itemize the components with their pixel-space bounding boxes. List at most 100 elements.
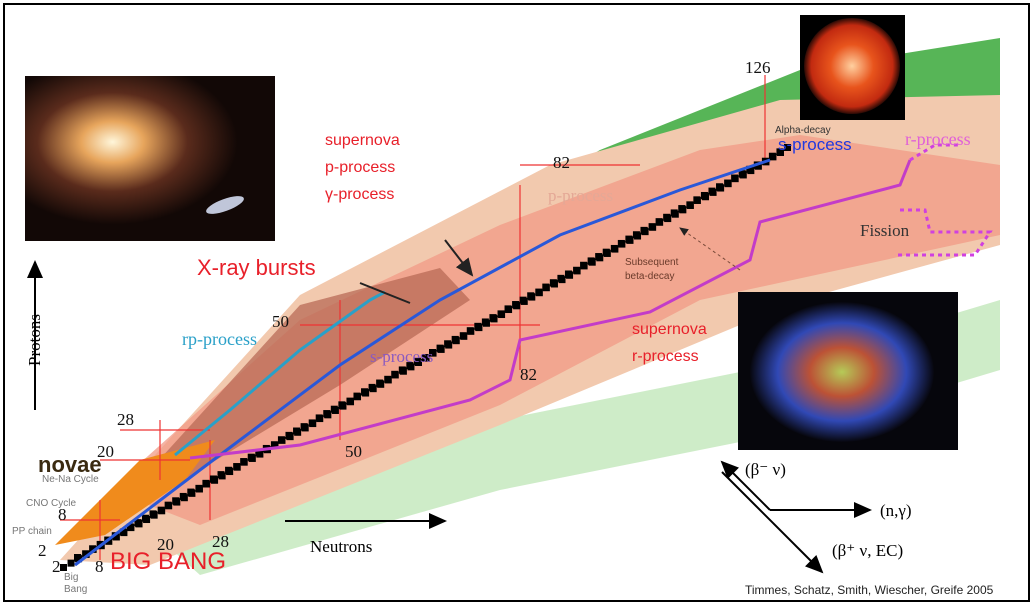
nucleus-square <box>505 306 512 313</box>
s-process-label: s-process <box>370 347 433 366</box>
nucleus-square <box>687 202 694 209</box>
nucleus-square <box>559 276 566 283</box>
supernova-remnant <box>750 302 934 442</box>
magic-number: 50 <box>272 312 289 331</box>
nucleus-square <box>656 219 663 226</box>
nucleus-square <box>370 385 377 392</box>
p-process-label: p-process <box>548 186 613 205</box>
xray-bursts-label: X-ray bursts <box>197 255 316 280</box>
magic-number: 8 <box>95 557 104 576</box>
big-bang-small: Big <box>64 572 78 583</box>
nucleus-square <box>725 180 732 187</box>
nucleus-square <box>136 520 143 527</box>
nucleus-square <box>581 262 588 269</box>
cycle-label: CNO Cycle <box>26 498 76 509</box>
nucleus-square <box>324 411 331 418</box>
nucleus-square <box>241 459 248 466</box>
nucleus-square <box>589 259 596 266</box>
nucleus-square <box>710 189 717 196</box>
nucleus-square <box>717 185 724 192</box>
credit: Timmes, Schatz, Smith, Wiescher, Greife … <box>745 583 994 597</box>
nucleus-square <box>316 415 323 422</box>
process-label: supernova <box>632 321 707 338</box>
s-process-label: s-process <box>778 135 852 154</box>
nucleus-square <box>551 280 558 287</box>
protons-label: Protons <box>25 314 44 366</box>
diagram: Protons Neutrons 126 82 50 28 20 8 2 2 8… <box>0 0 1033 605</box>
sun-image <box>804 18 900 114</box>
nucleus-square <box>664 215 671 222</box>
nucleus-square <box>392 371 399 378</box>
magic-number: 2 <box>52 557 61 576</box>
nucleus-square <box>543 284 550 291</box>
nucleus-square <box>226 468 233 475</box>
magic-number: 82 <box>553 153 570 172</box>
nucleus-square <box>143 516 150 523</box>
cycle-label: Ne-Na Cycle <box>42 474 99 485</box>
nucleus-square <box>287 433 294 440</box>
nucleus-square <box>521 298 528 305</box>
nucleus-square <box>400 368 407 375</box>
nucleus-square <box>256 451 263 458</box>
nucleus-square <box>491 315 498 322</box>
nucleus-square <box>740 171 747 178</box>
nucleus-square <box>498 311 505 318</box>
nucleus-square <box>618 241 625 248</box>
nucleus-square <box>460 333 467 340</box>
nucleus-square <box>294 429 301 436</box>
rp-process-label: rp-process <box>182 329 257 349</box>
reaction-label: (β⁻ ν) <box>745 460 786 479</box>
nucleus-square <box>181 494 188 501</box>
nucleus-square <box>165 502 172 509</box>
page: { "axes": {"protons": "Protons", "neutro… <box>0 0 1033 605</box>
neutrons-label: Neutrons <box>310 537 372 556</box>
nucleus-square <box>302 424 309 431</box>
nucleus-square <box>219 472 226 479</box>
nucleus-square <box>626 237 633 244</box>
nucleus-square <box>173 499 180 506</box>
big-bang-label: BIG BANG <box>110 548 226 575</box>
nucleus-square <box>438 346 445 353</box>
nucleus-square <box>634 233 641 240</box>
nucleus-square <box>234 464 241 471</box>
nucleus-square <box>60 564 67 571</box>
process-label: supernova <box>325 132 400 149</box>
magic-number: 126 <box>745 58 771 77</box>
nucleus-square <box>203 480 210 487</box>
process-label: p-process <box>325 159 395 176</box>
nucleus-square <box>732 175 739 182</box>
nucleus-square <box>249 455 256 462</box>
nucleus-square <box>475 324 482 331</box>
nucleus-square <box>158 507 165 514</box>
nucleus-square <box>188 490 195 497</box>
nucleus-square <box>596 254 603 261</box>
nucleus-square <box>362 390 369 397</box>
magic-number: 2 <box>38 541 47 560</box>
nucleus-square <box>445 342 452 349</box>
nucleus-square <box>377 381 384 388</box>
fission-label: Fission <box>860 221 910 240</box>
nucleus-square <box>347 398 354 405</box>
subsequent-label: beta-decay <box>625 271 674 282</box>
nucleus-square <box>196 485 203 492</box>
cycle-label: PP chain <box>12 526 52 537</box>
nucleus-square <box>483 320 490 327</box>
magic-number: 28 <box>117 410 134 429</box>
nucleus-square <box>467 328 474 335</box>
binary-star-image <box>25 76 275 241</box>
nucleus-square <box>702 193 709 200</box>
reaction-label: (n,γ) <box>880 501 912 520</box>
r-process-label: r-process <box>905 129 971 149</box>
nucleus-square <box>769 153 776 160</box>
nucleus-square <box>536 289 543 296</box>
nucleus-square <box>574 267 581 274</box>
nucleus-square <box>679 206 686 213</box>
nucleus-square <box>513 302 520 309</box>
nucleus-square <box>385 376 392 383</box>
magic-number: 50 <box>345 442 362 461</box>
nucleus-square <box>694 197 701 204</box>
process-label: γ-process <box>325 186 394 203</box>
nucleus-square <box>211 477 218 484</box>
nucleus-square <box>151 512 158 519</box>
nucleus-square <box>642 228 649 235</box>
